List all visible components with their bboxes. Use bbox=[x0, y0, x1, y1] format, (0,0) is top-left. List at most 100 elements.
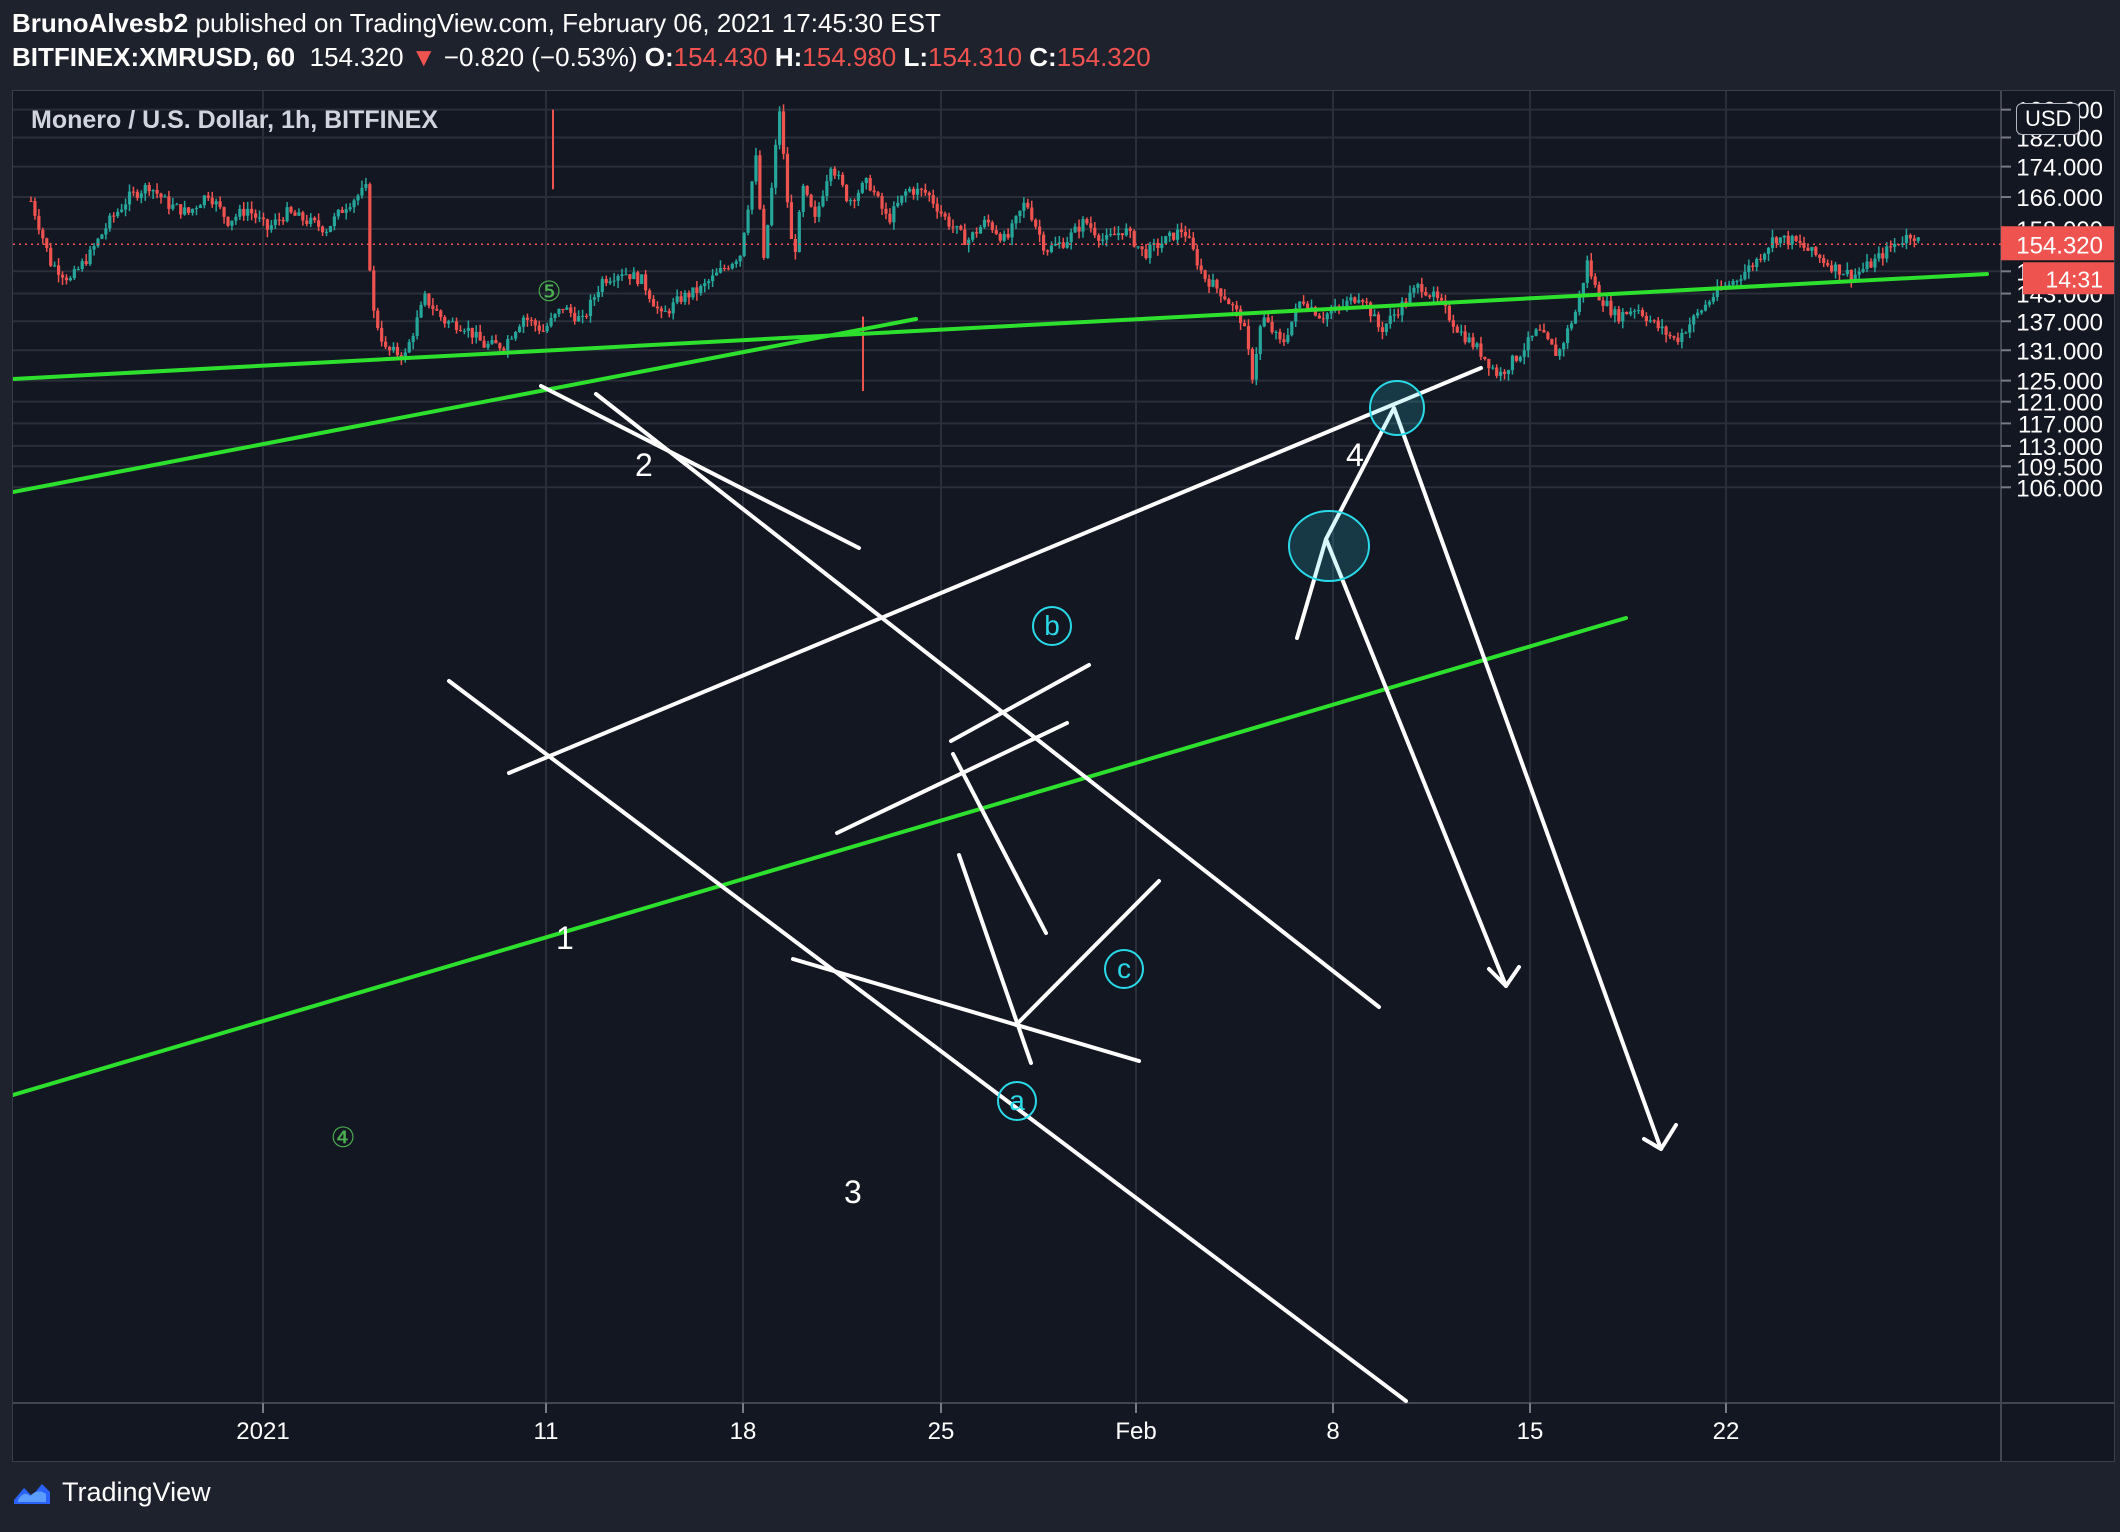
publisher-name[interactable]: BrunoAlvesb2 bbox=[12, 8, 189, 38]
candle-body bbox=[785, 153, 790, 203]
candle-body bbox=[116, 211, 120, 217]
trendline-white[interactable] bbox=[957, 853, 1033, 1065]
candle-body bbox=[1885, 246, 1889, 259]
candle-body bbox=[1589, 260, 1593, 277]
candle-body bbox=[636, 272, 640, 284]
candle-body bbox=[486, 343, 490, 348]
projection-arrow-2[interactable] bbox=[1324, 406, 1663, 1151]
candle-body bbox=[1408, 292, 1412, 304]
candle-body bbox=[1502, 371, 1507, 374]
price-chart[interactable]: 200.000190.000182.000174.000166.000158.0… bbox=[13, 91, 2114, 1461]
candle-body bbox=[647, 290, 652, 299]
candle-body bbox=[640, 274, 644, 284]
candle-body bbox=[328, 226, 333, 232]
price-tick-label: 125.000 bbox=[2016, 369, 2103, 396]
trendline-white[interactable] bbox=[949, 663, 1091, 743]
candle-body bbox=[608, 281, 612, 284]
projection-arrow-1[interactable] bbox=[1295, 537, 1508, 988]
candle-body bbox=[900, 195, 904, 203]
candle-body bbox=[884, 208, 888, 214]
candle-body bbox=[1577, 296, 1582, 313]
candle-body bbox=[1447, 305, 1451, 321]
projection-arrow-head-2[interactable] bbox=[1642, 1123, 1678, 1151]
candle-body bbox=[1869, 261, 1873, 268]
candle-body bbox=[844, 184, 849, 202]
target-circle[interactable] bbox=[1288, 510, 1370, 582]
tradingview-logo-icon bbox=[14, 1483, 50, 1504]
candle-body bbox=[659, 308, 663, 312]
projection-arrow-head-1[interactable] bbox=[1487, 965, 1521, 988]
candle-body bbox=[1751, 265, 1755, 267]
candle-body bbox=[919, 188, 924, 190]
candle-body bbox=[297, 212, 301, 216]
candle-body bbox=[714, 272, 719, 276]
trendline-green-top[interactable] bbox=[13, 272, 1989, 381]
candle-body bbox=[147, 184, 151, 192]
candle-body bbox=[1108, 234, 1113, 236]
wave-label-b-ring bbox=[1032, 606, 1072, 646]
candle-body bbox=[1747, 265, 1751, 272]
candle-body bbox=[376, 310, 380, 328]
candle-body bbox=[1345, 300, 1349, 307]
trendline-white[interactable] bbox=[447, 679, 1408, 1403]
candle-body bbox=[253, 213, 258, 218]
trendline-white[interactable] bbox=[594, 392, 1381, 1009]
candle-body bbox=[1105, 235, 1109, 240]
currency-button[interactable]: USD bbox=[2016, 103, 2081, 135]
candle-body bbox=[1187, 236, 1191, 238]
candle-body bbox=[1093, 227, 1097, 236]
candle-body bbox=[986, 219, 991, 223]
candle-body bbox=[1629, 311, 1633, 315]
candle-body bbox=[1136, 246, 1140, 248]
candle-body bbox=[1132, 231, 1136, 247]
target-circle[interactable] bbox=[1369, 380, 1425, 436]
candle-body bbox=[1014, 216, 1018, 224]
candle-body bbox=[1518, 356, 1522, 361]
candle-body bbox=[265, 219, 269, 230]
candle-body bbox=[380, 327, 384, 342]
candle-body bbox=[1329, 310, 1333, 314]
trendline-white[interactable] bbox=[539, 384, 861, 550]
trendline-white[interactable] bbox=[791, 957, 1141, 1063]
candle-body bbox=[356, 195, 360, 201]
candle-body bbox=[1558, 349, 1562, 356]
candle-body bbox=[817, 206, 821, 217]
candle-body bbox=[1617, 309, 1621, 322]
trendline-white[interactable] bbox=[951, 752, 1048, 935]
candle-body bbox=[490, 340, 494, 344]
candle-body bbox=[1215, 279, 1219, 289]
candle-body bbox=[1759, 258, 1763, 260]
trendline-white[interactable] bbox=[1014, 879, 1161, 1027]
close-label: C: bbox=[1029, 42, 1057, 72]
trendline-green-lower[interactable] bbox=[13, 616, 1628, 1097]
footer-brand-label: TradingView bbox=[62, 1477, 211, 1507]
wave-label-3: 3 bbox=[844, 1174, 862, 1210]
candle-body bbox=[612, 280, 616, 282]
trendline-white[interactable] bbox=[835, 721, 1069, 835]
close-value: 154.320 bbox=[1056, 42, 1151, 72]
trendline-white[interactable] bbox=[507, 366, 1483, 775]
candle-body bbox=[632, 272, 636, 280]
trendline-green-upper-channel[interactable] bbox=[13, 317, 918, 494]
candle-body bbox=[171, 204, 175, 209]
chart-frame[interactable]: 200.000190.000182.000174.000166.000158.0… bbox=[12, 90, 2115, 1462]
candle-body bbox=[1853, 274, 1857, 281]
candle-body bbox=[675, 296, 679, 303]
footer-brand[interactable]: TradingView bbox=[10, 1477, 211, 1508]
candle-body bbox=[1845, 269, 1849, 275]
candle-body bbox=[1175, 229, 1180, 240]
candle-body bbox=[573, 312, 577, 322]
wave-label-c: c bbox=[1117, 953, 1131, 984]
candle-body bbox=[1755, 258, 1759, 267]
price-tick-label: 109.500 bbox=[2016, 454, 2103, 481]
candle-body bbox=[1432, 291, 1436, 297]
candle-body bbox=[880, 196, 884, 209]
candle-body bbox=[45, 238, 49, 248]
wave-label-4: 4 bbox=[1346, 437, 1364, 473]
candle-body bbox=[805, 185, 809, 195]
candle-body bbox=[482, 340, 486, 348]
candle-body bbox=[1298, 301, 1302, 309]
candle-body bbox=[1172, 232, 1176, 240]
candle-body bbox=[1534, 329, 1538, 336]
candle-body bbox=[1065, 242, 1069, 248]
